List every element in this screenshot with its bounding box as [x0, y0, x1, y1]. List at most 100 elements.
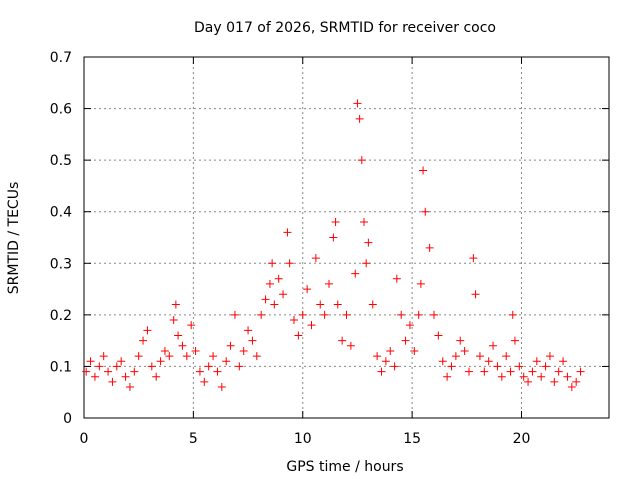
- data-point: [353, 99, 362, 108]
- data-point: [204, 362, 213, 371]
- data-point: [320, 310, 329, 319]
- data-point: [217, 383, 226, 392]
- data-point: [178, 341, 187, 350]
- data-point: [325, 279, 333, 288]
- data-point: [86, 357, 95, 366]
- data-point: [430, 310, 438, 319]
- y-tick-label: 0.3: [50, 256, 72, 272]
- data-point: [279, 290, 288, 299]
- data-point: [360, 218, 368, 227]
- data-point: [515, 362, 524, 371]
- data-point: [285, 259, 294, 268]
- data-point: [471, 290, 480, 299]
- data-point: [265, 279, 274, 288]
- x-axis: 0 5 10 15 20: [80, 57, 530, 447]
- data-point: [316, 300, 325, 309]
- data-point: [550, 377, 559, 386]
- data-point: [563, 372, 572, 381]
- data-point: [397, 310, 406, 319]
- data-point: [342, 310, 351, 319]
- data-point: [191, 346, 200, 355]
- data-point: [373, 352, 382, 361]
- data-point: [438, 357, 447, 366]
- data-point: [261, 295, 270, 304]
- data-point: [268, 259, 277, 268]
- data-point: [331, 218, 340, 227]
- data-point: [572, 377, 581, 386]
- data-point: [532, 357, 541, 366]
- data-point: [414, 310, 423, 319]
- data-point: [187, 321, 196, 330]
- data-point: [235, 362, 244, 371]
- data-point: [121, 372, 130, 381]
- data-point: [134, 352, 143, 361]
- data-point: [377, 367, 386, 376]
- data-point: [283, 228, 292, 237]
- data-point: [270, 300, 279, 309]
- data-point: [443, 372, 452, 381]
- x-tick-label: 10: [294, 431, 312, 447]
- data-point: [419, 166, 428, 175]
- y-tick-label: 0.5: [50, 153, 72, 169]
- data-point: [125, 383, 134, 392]
- data-point: [390, 362, 399, 371]
- data-point: [274, 274, 283, 283]
- data-point: [401, 336, 410, 345]
- data-point: [195, 367, 204, 376]
- data-point: [506, 367, 515, 376]
- data-point: [528, 367, 537, 376]
- data-point: [489, 341, 498, 350]
- y-tick-label: 0.4: [50, 205, 72, 221]
- data-point: [559, 357, 568, 366]
- data-point: [381, 357, 390, 366]
- data-point: [230, 310, 239, 319]
- data-point: [451, 352, 460, 361]
- x-tick-label: 0: [80, 431, 89, 447]
- data-point: [333, 300, 342, 309]
- data-point: [95, 362, 104, 371]
- data-point: [117, 357, 126, 366]
- x-axis-title: GPS time / hours: [286, 459, 403, 475]
- data-point: [421, 207, 430, 216]
- data-point: [493, 362, 502, 371]
- data-point: [447, 362, 456, 371]
- data-point: [160, 346, 169, 355]
- y-axis-title: SRMTID / TECUs: [6, 182, 22, 295]
- data-point: [213, 367, 222, 376]
- y-tick-label: 0.6: [50, 102, 72, 118]
- data-point: [497, 372, 506, 381]
- data-point: [290, 316, 298, 325]
- data-point: [508, 310, 517, 319]
- y-tick-label: 0.2: [50, 308, 72, 324]
- plot-frame: [83, 56, 610, 419]
- y-axis: 0 0.1 0.2 0.3 0.4 0.5 0.6 0.7: [50, 50, 609, 427]
- data-point: [90, 372, 99, 381]
- data-point: [82, 367, 91, 376]
- data-point: [311, 254, 320, 263]
- data-point: [294, 331, 303, 340]
- x-tick-label: 5: [189, 431, 198, 447]
- data-point: [248, 336, 257, 345]
- data-point: [510, 336, 519, 345]
- data-point: [156, 357, 165, 366]
- data-point: [200, 377, 209, 386]
- data-point: [519, 372, 528, 381]
- data-point: [362, 259, 371, 268]
- data-point: [410, 346, 419, 355]
- data-point: [257, 310, 266, 319]
- data-point: [524, 377, 533, 386]
- data-point: [226, 341, 235, 350]
- data-point: [567, 383, 576, 392]
- data-point: [357, 156, 366, 165]
- data-point: [368, 300, 377, 309]
- x-tick-label: 15: [403, 431, 421, 447]
- data-point: [329, 233, 338, 242]
- data-point: [182, 352, 191, 361]
- data-point: [484, 357, 493, 366]
- data-point: [351, 269, 360, 278]
- chart-title: Day 017 of 2026, SRMTID for receiver coc…: [194, 20, 496, 36]
- data-point: [244, 326, 253, 335]
- data-point: [130, 367, 139, 376]
- y-tick-label: 0: [63, 411, 72, 427]
